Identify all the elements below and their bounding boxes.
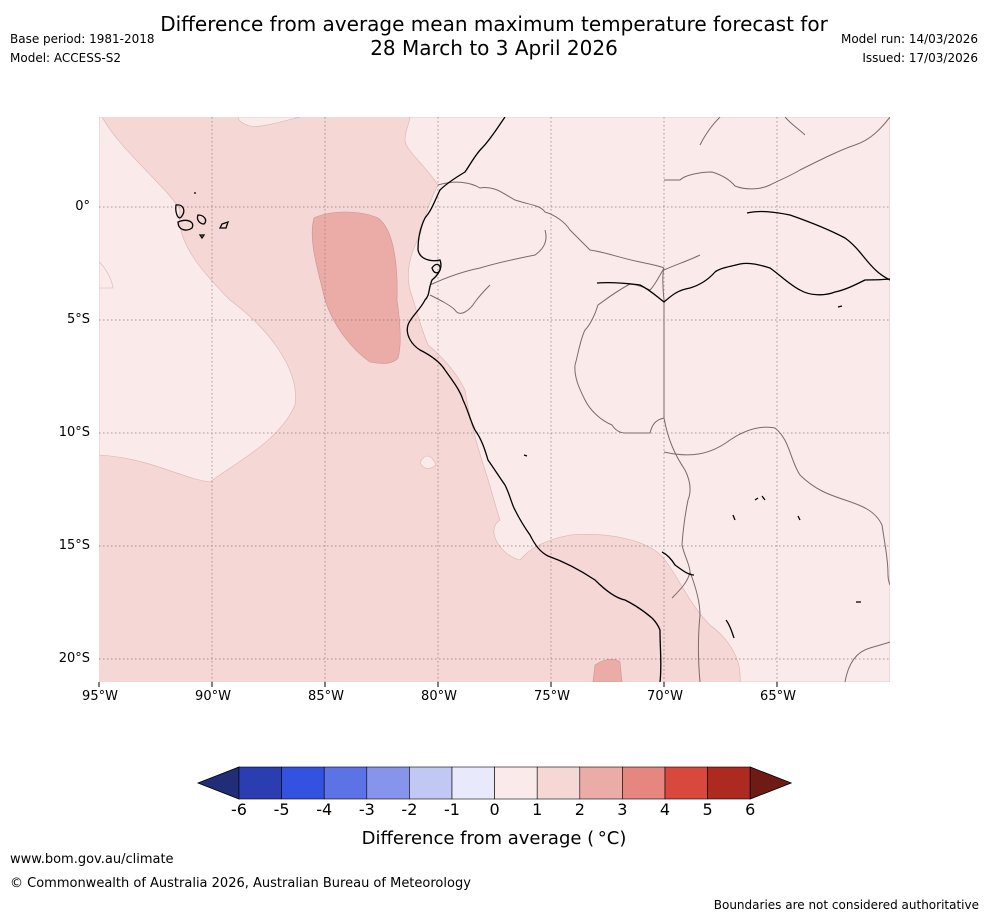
title-line-1: Difference from average mean maximum tem… (160, 12, 828, 36)
anomaly-0-1-small-region (99, 261, 114, 289)
colorbar-tick-label: -6 (231, 800, 247, 819)
colorbar-tick-label: 5 (702, 800, 713, 819)
colorbar-tick-label: 1 (532, 800, 543, 819)
lat-label-0: 0° (75, 199, 90, 214)
colorbar-tick-label: -2 (401, 800, 418, 819)
lon-label-80w: 80°W (421, 689, 457, 704)
title-line-2: 28 March to 3 April 2026 (370, 36, 618, 60)
colorbar-extension-low (196, 766, 240, 800)
colorbar-tick-label: -4 (316, 800, 333, 819)
anomaly-0-1-land-region (404, 117, 890, 682)
colorbar-tick-label: -1 (444, 800, 460, 819)
lon-label-75w: 75°W (534, 689, 570, 704)
colorbar-swatch (451, 766, 495, 800)
colorbar-title: Difference from average ( °C) (361, 828, 627, 849)
anomaly-2-3-coast-blob (592, 659, 623, 682)
colorbar-swatch (536, 766, 581, 800)
chart-title: Difference from average mean maximum tem… (0, 12, 988, 60)
colorbar-swatch (323, 766, 368, 800)
footer-url[interactable]: www.bom.gov.au/climate (10, 852, 174, 867)
disclaimer: Boundaries are not considered authoritat… (713, 898, 979, 912)
model-name: Model: ACCESS-S2 (10, 51, 122, 65)
colorbar-extension-high (749, 766, 793, 800)
axis-ticks (98, 682, 778, 687)
lon-label-65w: 65°W (760, 689, 796, 704)
lon-label-85w: 85°W (308, 689, 344, 704)
colorbar-swatch (664, 766, 708, 800)
lon-label-70w: 70°W (647, 689, 683, 704)
anomaly-0-1-top-region (237, 117, 301, 127)
colorbar-tick-label: 6 (745, 800, 756, 819)
colorbar-swatch (409, 766, 453, 800)
map-area (99, 117, 890, 682)
colorbar-swatch (494, 766, 538, 800)
colorbar (196, 766, 793, 800)
issued-date: Issued: 17/03/2026 (862, 51, 978, 65)
colorbar-tick-label: 2 (574, 800, 585, 819)
model-run: Model run: 14/03/2026 (840, 32, 978, 46)
coastline (175, 117, 890, 682)
colorbar-swatch (579, 766, 623, 800)
colorbar-tick-label: -3 (358, 800, 375, 819)
lat-label-15s: 15°S (58, 538, 90, 553)
colorbar-swatch (238, 766, 282, 800)
lat-label-10s: 10°S (58, 425, 90, 440)
colorbar-tick-label: 0 (489, 800, 500, 819)
anomaly-0-1-islet-region (419, 455, 437, 469)
lat-label-20s: 20°S (58, 651, 90, 666)
colorbar-swatch (366, 766, 410, 800)
lon-label-90w: 90°W (195, 689, 231, 704)
anomaly-0-1-ocean-region (99, 117, 296, 483)
colorbar-swatch (707, 766, 751, 800)
lat-label-5s: 5°S (66, 312, 90, 327)
colorbar-swatch (281, 766, 325, 800)
colorbar-tick-label: 4 (659, 800, 671, 819)
colorbar-tick-label: -5 (273, 800, 290, 819)
copyright: © Commonwealth of Australia 2026, Austra… (10, 876, 471, 891)
anomaly-2-3-ocean-blob (311, 211, 401, 364)
country-boundaries (429, 117, 890, 682)
lon-label-95w: 95°W (82, 689, 118, 704)
colorbar-swatch (622, 766, 666, 800)
base-period: Base period: 1981-2018 (10, 32, 155, 46)
colorbar-tick-label: 3 (617, 800, 628, 819)
